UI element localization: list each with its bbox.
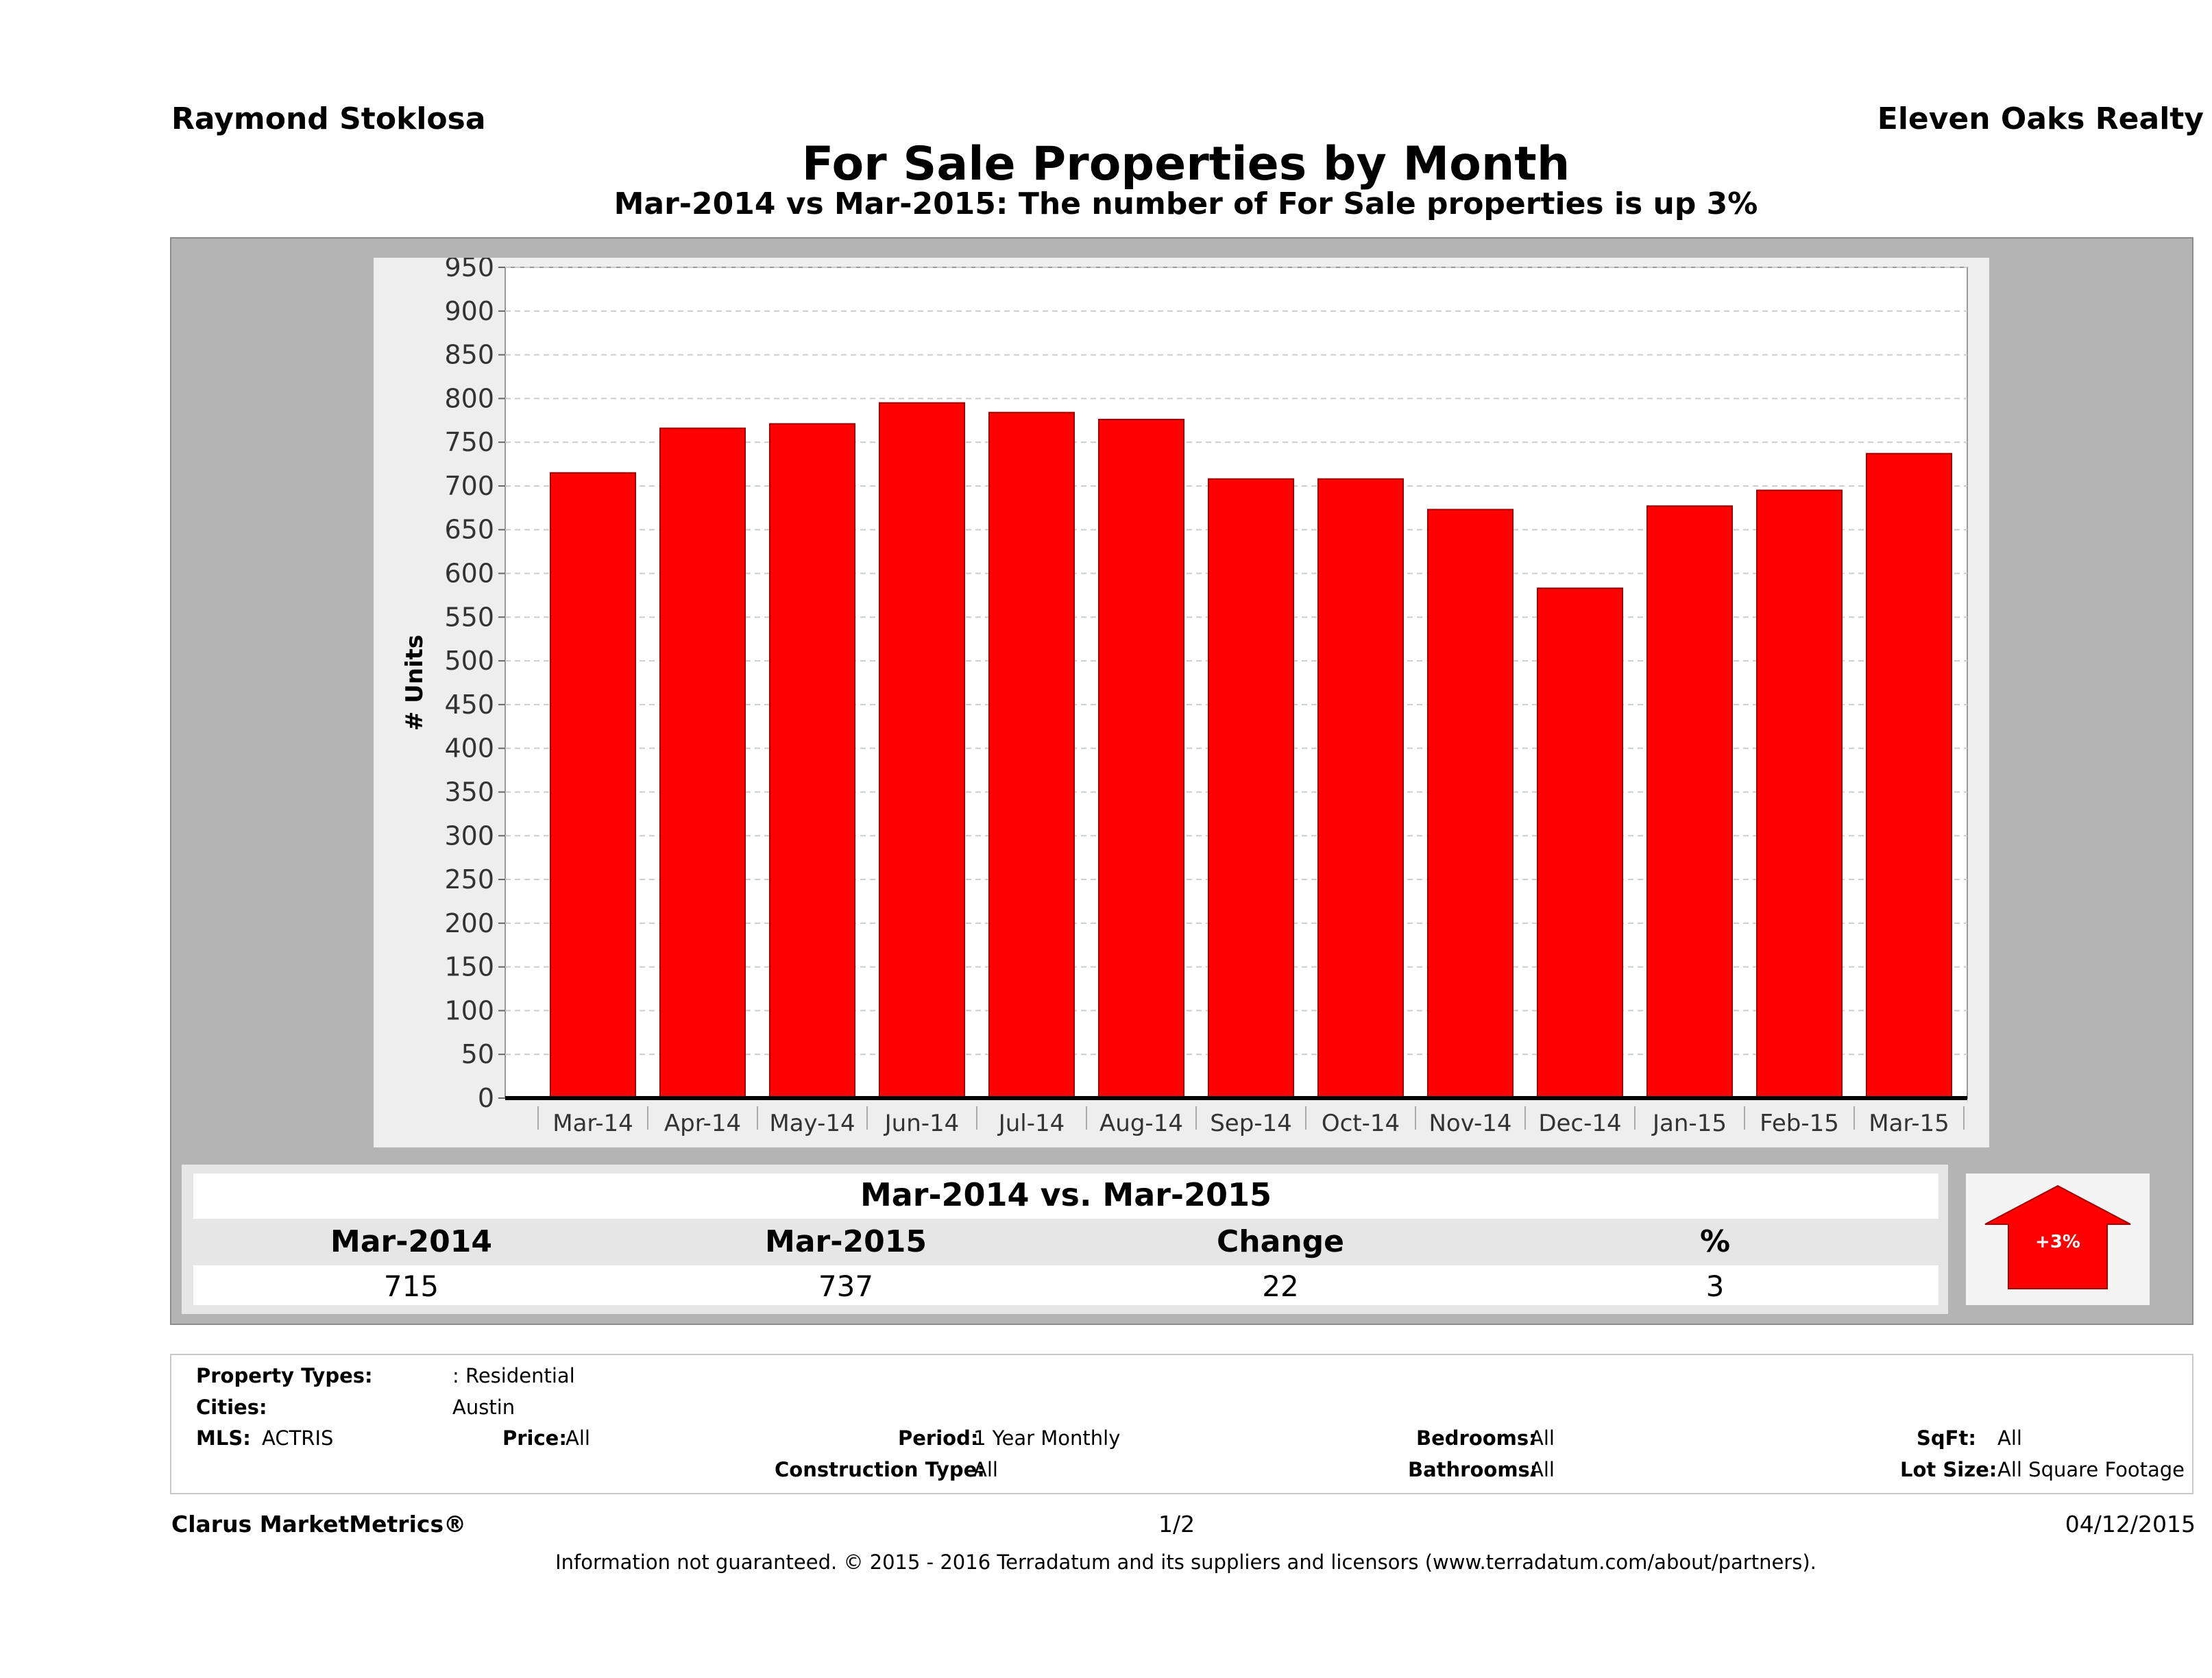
y-tick-label: 400 (444, 733, 494, 764)
y-tick-label: 100 (444, 995, 494, 1025)
x-tick-label: Dec-14 (1538, 1110, 1621, 1137)
y-tick-label: 850 (444, 340, 494, 370)
period-value: 1 Year Monthly (973, 1426, 1121, 1450)
summary-col-label: Mar-2014 (330, 1224, 492, 1259)
x-tick-label: Sep-14 (1210, 1110, 1292, 1137)
construction-type-value: All (973, 1458, 998, 1481)
construction-type-label: Construction Type: (775, 1458, 985, 1481)
y-tick-label: 50 (461, 1039, 494, 1069)
x-tick-label: Oct-14 (1322, 1110, 1400, 1137)
up-arrow-icon: +3% (1984, 1184, 2131, 1289)
y-tick-label: 800 (444, 383, 494, 413)
x-tick-label: Jul-14 (997, 1110, 1065, 1137)
bar (1537, 587, 1623, 1099)
bathrooms-value: All (1530, 1458, 1555, 1481)
y-tick-label: 250 (444, 864, 494, 895)
price-value: All (566, 1426, 590, 1450)
y-tick-label: 0 (478, 1083, 494, 1113)
report-subtitle: Mar-2014 vs Mar-2015: The number of For … (613, 186, 1758, 221)
y-tick-label: 600 (444, 559, 494, 589)
summary-values-row (193, 1265, 1938, 1305)
bar (1646, 505, 1733, 1099)
x-tick-label: Mar-14 (552, 1110, 633, 1137)
mls-value: ACTRIS (262, 1426, 334, 1450)
x-tick-label: Apr-14 (664, 1110, 741, 1137)
y-tick-label: 200 (444, 908, 494, 938)
bar (769, 423, 855, 1099)
bathrooms-label: Bathrooms: (1408, 1458, 1538, 1481)
y-tick-label: 950 (444, 258, 494, 282)
summary-col-label: % (1699, 1224, 1731, 1259)
report-date: 04/12/2015 (2065, 1511, 2196, 1537)
summary-col-value: 737 (818, 1269, 874, 1303)
x-tick-label: Jan-15 (1651, 1110, 1727, 1137)
change-badge: +3% (2035, 1232, 2080, 1252)
agent-name: Raymond Stoklosa (171, 101, 486, 136)
y-tick-label: 550 (444, 602, 494, 632)
summary-col-label: Mar-2015 (765, 1224, 927, 1259)
x-tick-label: May-14 (769, 1110, 855, 1137)
page-number: 1/2 (1158, 1511, 1195, 1537)
summary-title: Mar-2014 vs. Mar-2015 (860, 1176, 1272, 1213)
y-tick-label: 700 (444, 471, 494, 501)
sqft-label: SqFt: (1917, 1426, 1976, 1450)
summary-header-row (193, 1174, 1938, 1219)
bedrooms-label: Bedrooms: (1416, 1426, 1537, 1450)
x-tick-label: Feb-15 (1760, 1110, 1839, 1137)
y-tick-label: 900 (444, 296, 494, 326)
summary-col-value: 3 (1705, 1269, 1725, 1303)
bar (988, 411, 1075, 1099)
sqft-value: All (1997, 1426, 2022, 1450)
bar (1866, 452, 1952, 1099)
y-axis-title: # Units (401, 635, 428, 731)
bar (879, 402, 965, 1099)
brokerage-name: Eleven Oaks Realty (1877, 101, 2204, 136)
bar (550, 472, 636, 1099)
period-label: Period: (898, 1426, 979, 1450)
disclaimer: Information not guaranteed. © 2015 - 201… (555, 1551, 1816, 1574)
y-tick-label: 650 (444, 515, 494, 545)
change-indicator: +3% (1966, 1174, 2150, 1305)
x-tick-label: Aug-14 (1099, 1110, 1183, 1137)
bar (659, 427, 746, 1099)
product-name: Clarus MarketMetrics® (171, 1511, 467, 1537)
cities-value: Austin (452, 1396, 515, 1419)
lot-size-value: All Square Footage (1997, 1458, 2185, 1481)
y-tick-label: 750 (444, 427, 494, 457)
y-tick-label: 150 (444, 952, 494, 982)
y-tick-label: 450 (444, 690, 494, 720)
property-types-label: Property Types: (196, 1364, 373, 1387)
bar (1208, 478, 1294, 1099)
bar (1756, 489, 1843, 1099)
cities-label: Cities: (196, 1396, 267, 1419)
mls-label: MLS: (196, 1426, 251, 1450)
search-criteria (170, 1354, 2193, 1494)
y-tick-label: 300 (444, 820, 494, 851)
bar (1317, 478, 1404, 1099)
price-label: Price: (502, 1426, 567, 1450)
property-types-value: : Residential (452, 1364, 575, 1387)
bar (1098, 418, 1184, 1099)
summary-col-label: Change (1217, 1224, 1344, 1259)
summary-col-value: 22 (1262, 1269, 1299, 1303)
y-tick-label: 500 (444, 646, 494, 676)
bedrooms-value: All (1530, 1426, 1555, 1450)
y-tick-label: 350 (444, 777, 494, 807)
bar (1427, 509, 1514, 1099)
x-tick-label: Nov-14 (1429, 1110, 1512, 1137)
summary-col-value: 715 (383, 1269, 439, 1303)
x-tick-label: Jun-14 (884, 1110, 960, 1137)
bar-chart: 0 50 100 150 200 250 300 350 400 450 500 550 600 650 7… (401, 258, 1968, 1137)
report-title: For Sale Properties by Month (801, 137, 1570, 191)
x-tick-label: Mar-15 (1869, 1110, 1949, 1137)
lot-size-label: Lot Size: (1900, 1458, 1997, 1481)
